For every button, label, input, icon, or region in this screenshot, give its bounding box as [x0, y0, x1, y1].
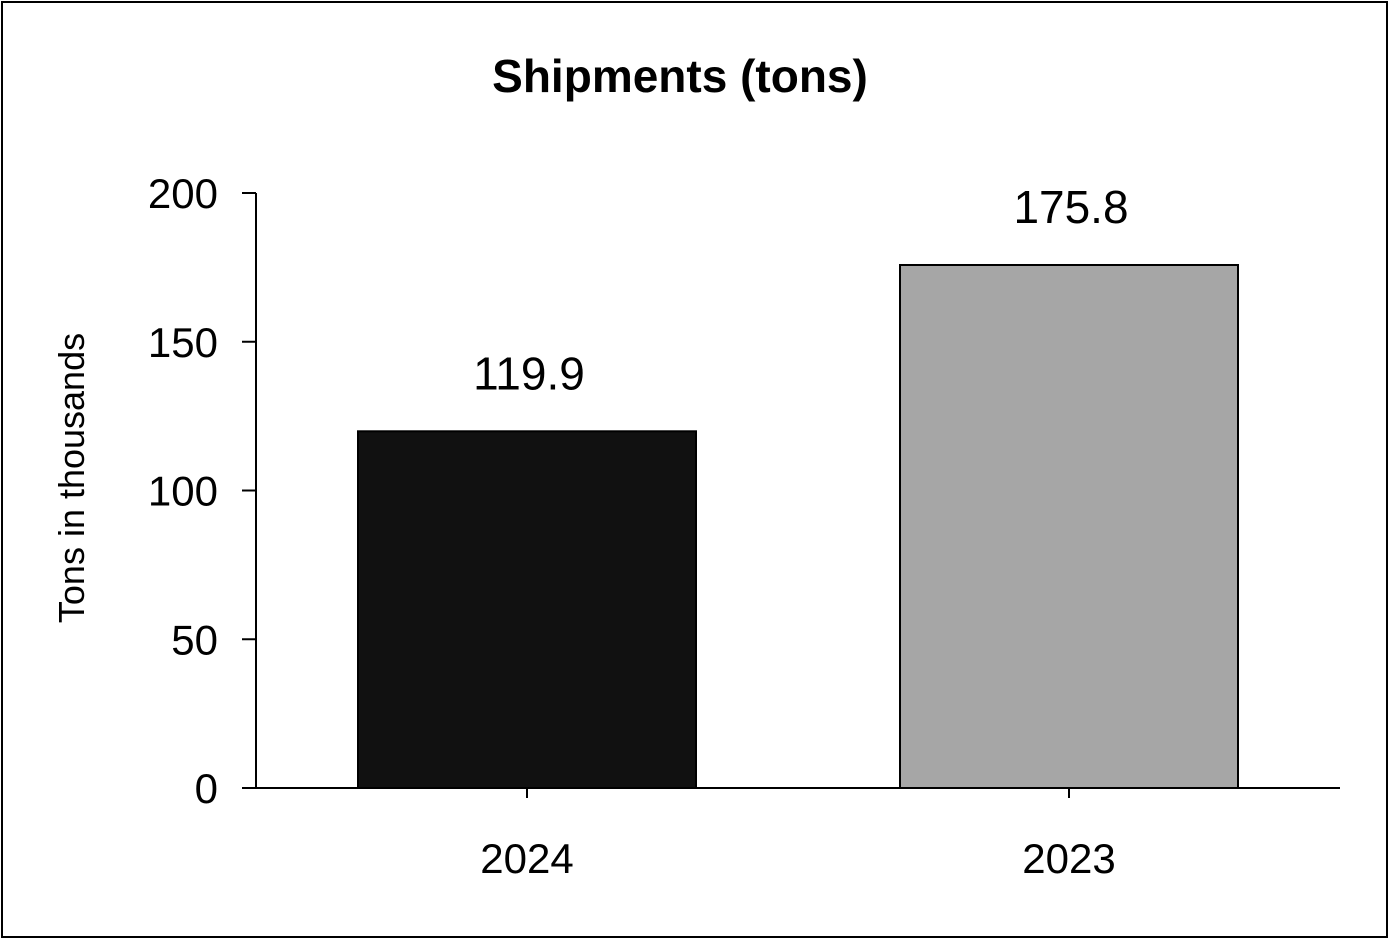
y-tick-label: 150 — [148, 319, 218, 366]
y-axis-title: Tons in thousands — [51, 333, 92, 623]
bar-2024 — [357, 430, 697, 789]
y-tick-label: 200 — [148, 170, 218, 217]
labels: 2024 119.9 2023 175.8 — [473, 181, 1128, 882]
data-label-2024: 119.9 — [473, 347, 585, 399]
x-tick-label-2024: 2024 — [480, 835, 573, 882]
bar-2023 — [899, 263, 1239, 789]
y-tick-label: 0 — [195, 765, 218, 812]
y-tick-label: 100 — [148, 468, 218, 515]
chart-title: Shipments (tons) — [492, 50, 868, 102]
x-tick-label-2023: 2023 — [1022, 835, 1115, 882]
data-label-2023: 175.8 — [1013, 181, 1128, 233]
bars — [357, 263, 1239, 789]
y-tick-label: 50 — [171, 616, 218, 663]
